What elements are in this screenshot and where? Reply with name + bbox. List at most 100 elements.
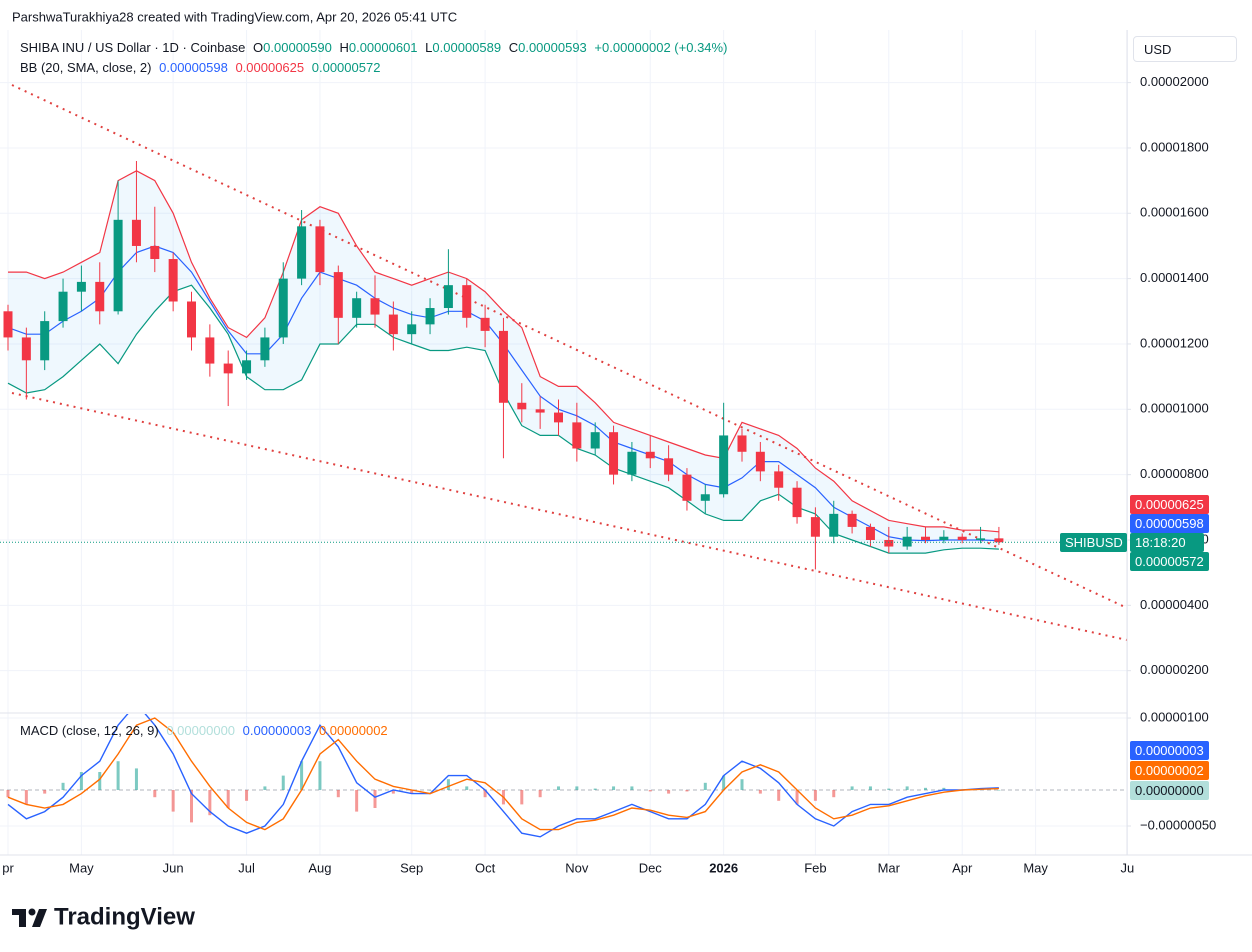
histogram-bar [245,790,249,801]
ohlc-label: L [425,40,433,55]
ohlc-value: 0.00000593 [518,40,587,55]
candle-body [921,536,930,540]
histogram-value: 0.00000000 [166,723,236,738]
logo-mark [32,909,47,927]
candle-body [58,291,68,322]
candle-body [590,432,600,449]
x-tick-label: Apr [952,860,973,875]
bb-upper-badge: 0.00000625 [1130,495,1209,514]
y-tick-label: 0.00001600 [1140,205,1209,220]
histogram-bar [446,779,450,791]
x-tick-label: Ju [1120,860,1134,875]
bb-basis-badge: 0.00000598 [1130,514,1209,533]
histogram-bar [428,790,432,791]
candle-body [609,432,619,475]
candle-body [333,272,343,318]
y-tick-label: 0.00000800 [1140,466,1209,481]
histogram-bar [373,790,377,808]
y-tick-label: 0.00002000 [1140,74,1209,89]
candle-body [480,317,490,331]
candle-body [168,259,178,302]
candle-body [425,308,435,325]
histogram-bar [336,790,340,798]
histogram-bar [997,790,1001,791]
candle-body [462,285,472,318]
histogram-bar [868,786,872,791]
histogram-bar [318,761,322,791]
histogram-bar [777,790,781,801]
x-tick-label: Nov [565,860,589,875]
candle-body [645,451,655,459]
attribution: ParshwaTurakhiya28 created with TradingV… [12,9,457,24]
candle-body [719,435,729,495]
histogram-bar [630,786,634,791]
symbol-title: SHIBA INU / US Dollar · 1D · Coinbase [20,40,246,55]
candle-body [150,245,160,260]
logo-mark [19,909,26,927]
x-tick-label: pr [2,860,14,875]
y-tick-label: 0.00000100 [1140,709,1209,724]
candle-body [700,494,710,501]
candle-body [884,539,894,547]
histogram-bar [575,786,579,791]
histogram-bar [465,786,469,791]
histogram-bar [648,790,652,792]
candle-body [554,412,563,423]
x-tick-label: May [69,860,94,875]
candle-body [572,422,582,449]
candle-body [865,526,875,540]
histogram-bar [263,786,267,791]
candle-body [260,337,270,361]
histogram-bar [887,788,891,791]
candle-body [205,337,215,364]
histogram-bar [208,790,212,816]
ohlc-label: H [339,40,349,55]
ohlc-value: 0.00000590 [263,40,332,55]
logo: TradingView [12,903,195,930]
candle-body [278,278,288,338]
histogram-bar [483,790,487,798]
histogram-bar [905,786,909,791]
macd-title: MACD (close, 12, 26, 9) [20,723,159,738]
change: +0.00000002 (+0.34%) [594,40,728,55]
candle-body [242,360,252,374]
candle-body [40,321,50,361]
histogram-bar [924,787,927,791]
histogram-bar [832,790,836,798]
candle-body [498,330,508,403]
histogram-bar [593,788,597,791]
histogram-bar [79,772,83,791]
x-tick-label: Oct [475,860,496,875]
histogram-bar [795,790,799,805]
histogram-bar [24,790,28,805]
candle-body [957,536,967,540]
logo-text: TradingView [54,903,195,930]
candle-body [443,285,453,309]
candle-body [939,536,949,540]
histogram-bar [722,775,726,791]
histogram-bar [758,790,762,794]
macd-value: 0.00000003 [242,723,312,738]
candle-body [407,324,417,335]
x-tick-label: Jun [163,860,184,875]
histogram-bar [538,790,542,798]
candle-body [664,458,674,475]
bb-lower-value: 0.00000572 [311,60,381,75]
x-tick-label: Sep [400,860,423,875]
logo-mark [28,908,36,916]
candle-body [95,281,105,312]
ohlc-value: 0.00000601 [348,40,418,55]
bb-lower-badge: 0.00000572 [1130,552,1209,571]
y-tick-label: 0.00001000 [1140,401,1209,416]
y-tick-label: 0.00000400 [1140,597,1209,612]
candle-body [131,219,141,246]
x-tick-label: Aug [308,860,331,875]
histogram-bar [134,768,138,791]
currency-button[interactable]: USD [1133,36,1237,62]
bb-upper-value: 0.00000625 [235,60,305,75]
ohlc-label: O [253,40,264,55]
histogram-bar [355,790,359,812]
signal-value: 0.00000002 [318,723,388,738]
candle-body [535,409,545,413]
candle-body [976,538,986,540]
